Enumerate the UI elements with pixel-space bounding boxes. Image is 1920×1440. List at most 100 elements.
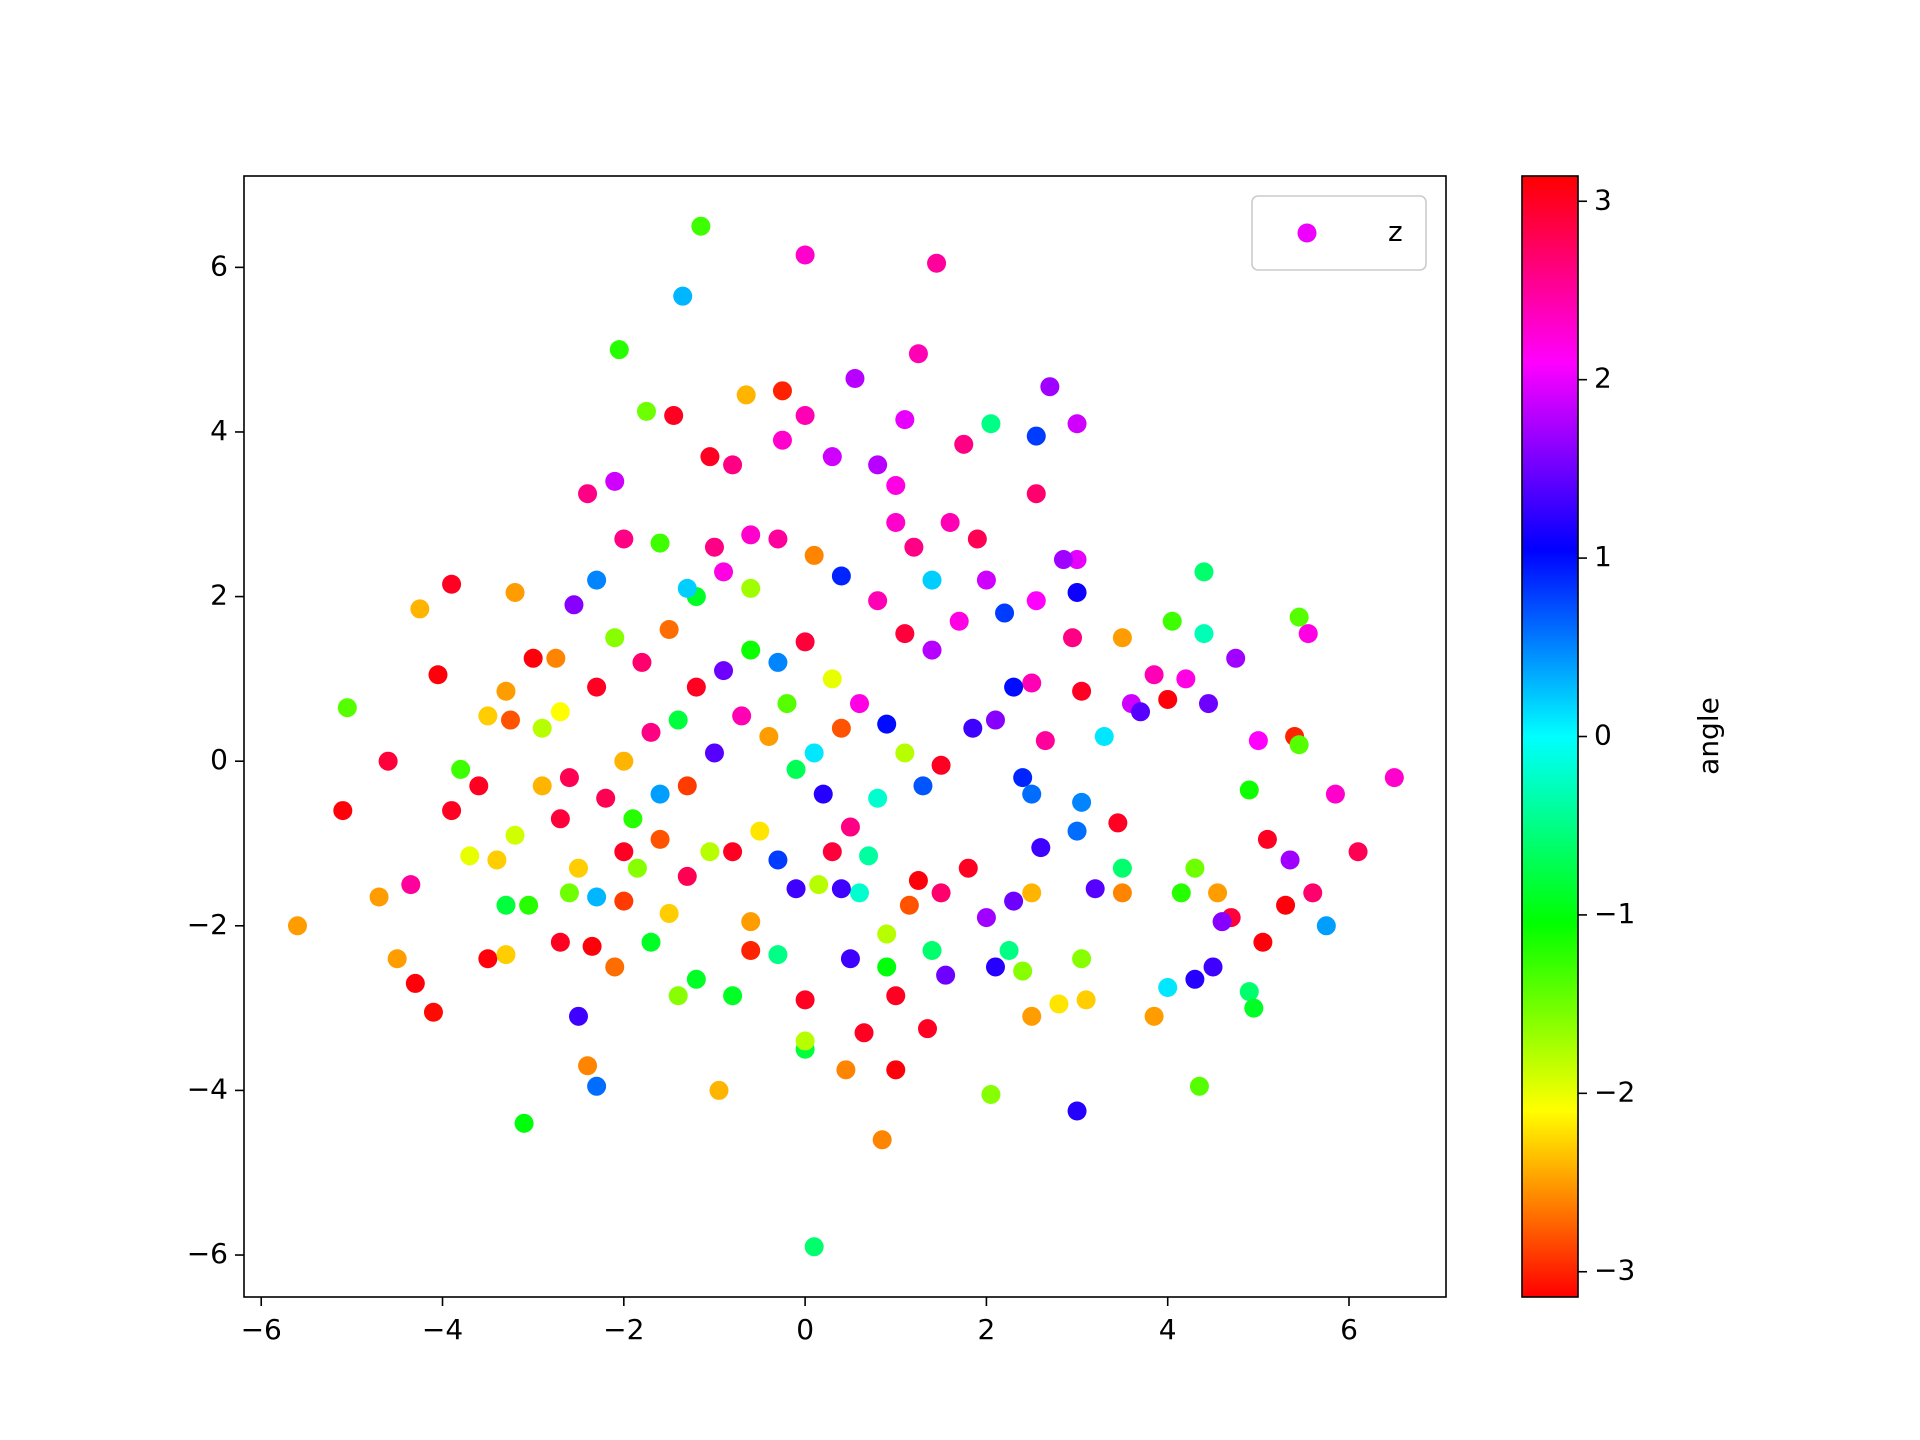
scatter-point <box>1072 681 1092 701</box>
scatter-point <box>659 620 679 640</box>
scatter-point <box>568 1006 588 1026</box>
scatter-point <box>686 969 706 989</box>
scatter-point <box>1067 821 1087 841</box>
scatter-point <box>700 447 720 467</box>
scatter-point <box>1072 792 1092 812</box>
scatter-point <box>1176 669 1196 689</box>
scatter-point <box>596 788 616 808</box>
scatter-point <box>614 529 634 549</box>
scatter-point <box>641 722 661 742</box>
scatter-point <box>981 414 1001 434</box>
scatter-point <box>1144 665 1164 685</box>
scatter-point <box>886 1060 906 1080</box>
scatter-point <box>1094 727 1114 746</box>
scatter-point <box>922 940 942 960</box>
scatter-point <box>1026 591 1046 611</box>
scatter-point <box>1026 484 1046 504</box>
scatter-point <box>899 895 919 915</box>
legend-marker <box>1297 223 1317 243</box>
scatter-point <box>578 484 598 504</box>
scatter-point <box>872 1130 892 1150</box>
scatter-point <box>614 751 634 771</box>
scatter-point <box>387 949 407 969</box>
scatter-point <box>460 846 480 866</box>
scatter-point <box>1289 607 1309 627</box>
scatter-point <box>922 640 942 660</box>
scatter-point <box>795 990 815 1010</box>
scatter-point <box>550 932 570 952</box>
scatter-point <box>523 648 543 668</box>
scatter-point <box>514 1113 534 1133</box>
scatter-point <box>895 743 915 763</box>
scatter-point <box>1013 961 1033 981</box>
scatter-point <box>786 759 806 779</box>
scatter-point <box>967 529 987 549</box>
scatter-point <box>1226 648 1246 668</box>
scatter-point <box>1026 426 1046 446</box>
scatter-point <box>1253 932 1273 952</box>
colorbar-tick-label: 2 <box>1594 362 1612 395</box>
scatter-point <box>1276 895 1296 915</box>
colorbar <box>1521 175 1579 1298</box>
scatter-point <box>895 410 915 430</box>
scatter-point <box>940 513 960 533</box>
scatter-point <box>337 698 357 718</box>
scatter-point <box>772 381 792 401</box>
scatter-point <box>614 842 634 862</box>
scatter-point <box>378 751 398 771</box>
scatter-point <box>668 986 688 1006</box>
scatter-point <box>868 788 888 808</box>
scatter-point <box>578 1056 598 1076</box>
scatter-point <box>650 784 670 804</box>
scatter-point <box>768 850 788 870</box>
scatter-point <box>777 694 797 714</box>
scatter-point <box>1040 377 1060 397</box>
scatter-point <box>1112 883 1132 903</box>
scatter-point <box>985 957 1005 977</box>
scatter-point <box>587 887 607 907</box>
scatter-point <box>704 743 724 763</box>
scatter-point <box>1257 829 1277 849</box>
scatter-point <box>1325 784 1345 804</box>
scatter-point <box>478 949 498 969</box>
x-tick-label: 6 <box>1340 1313 1358 1346</box>
scatter-point <box>845 368 865 388</box>
scatter-point <box>1244 998 1264 1018</box>
scatter-point <box>623 809 643 829</box>
scatter-point <box>804 545 824 565</box>
scatter-point <box>868 591 888 611</box>
scatter-point <box>1063 628 1083 648</box>
scatter-point <box>1185 858 1205 878</box>
scatter-point <box>795 632 815 652</box>
scatter-point <box>741 525 761 545</box>
plot-area <box>287 216 1404 1257</box>
scatter-point <box>650 829 670 849</box>
scatter-point <box>913 776 933 796</box>
scatter-point <box>677 866 697 886</box>
scatter-point <box>1158 689 1178 709</box>
scatter-point <box>1208 883 1228 903</box>
scatter-point <box>736 385 756 405</box>
scatter-point <box>886 513 906 533</box>
scatter-point <box>369 887 389 907</box>
scatter-point <box>1171 883 1191 903</box>
scatter-point <box>759 727 779 746</box>
scatter-point <box>1067 582 1087 602</box>
scatter-point <box>478 706 498 726</box>
scatter-point <box>768 529 788 549</box>
scatter-point <box>1031 838 1051 858</box>
scatter-point <box>741 912 761 932</box>
scatter-point <box>1144 1006 1164 1026</box>
y-tick-label: 0 <box>210 743 228 776</box>
scatter-point <box>831 566 851 586</box>
scatter-point <box>1067 550 1087 570</box>
scatter-point <box>405 973 425 993</box>
scatter-point <box>917 1019 937 1039</box>
scatter-point <box>501 710 521 730</box>
scatter-point <box>1289 735 1309 755</box>
scatter-point <box>1022 784 1042 804</box>
scatter-point <box>1022 883 1042 903</box>
scatter-point <box>564 595 584 615</box>
scatter-point <box>714 562 734 582</box>
scatter-point <box>877 714 897 734</box>
